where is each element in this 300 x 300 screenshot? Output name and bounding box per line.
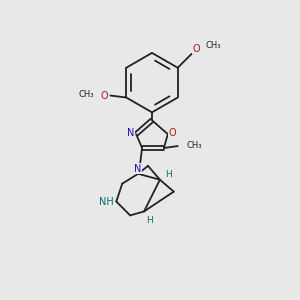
Text: N: N [128,128,135,138]
Text: H: H [165,170,172,179]
Text: CH₃: CH₃ [206,41,221,50]
Text: H: H [146,216,152,225]
Text: O: O [193,44,200,54]
Text: N: N [134,164,142,174]
Text: NH: NH [99,196,114,206]
Text: CH₃: CH₃ [78,90,94,99]
Text: CH₃: CH₃ [187,140,202,149]
Text: O: O [169,128,177,138]
Text: O: O [100,91,108,100]
